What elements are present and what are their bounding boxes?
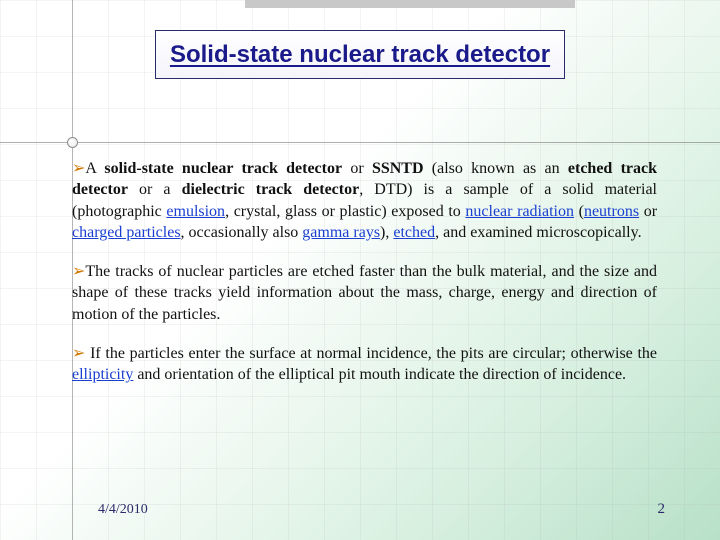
link-neutrons[interactable]: neutrons: [584, 203, 639, 220]
p1-seg2: or: [342, 160, 372, 177]
crosshair-horizontal: [0, 142, 720, 143]
slide-title: Solid-state nuclear track detector: [168, 41, 552, 70]
p1-seg3: (also known as an: [424, 160, 568, 177]
p1-seg8: or: [639, 203, 657, 220]
p1-bold4: dielectric track detector: [182, 181, 360, 198]
link-gamma-rays[interactable]: gamma rays: [302, 224, 380, 241]
crosshair-center-icon: [67, 137, 78, 148]
bullet-icon: ➢: [72, 263, 85, 280]
paragraph-2: ➢The tracks of nuclear particles are etc…: [72, 261, 657, 325]
paragraph-3: ➢ If the particles enter the surface at …: [72, 343, 657, 386]
p1-bold2: SSNTD: [372, 160, 424, 177]
p1-seg7: (: [574, 203, 584, 220]
link-nuclear-radiation[interactable]: nuclear radiation: [465, 203, 574, 220]
paragraph-1: ➢A solid-state nuclear track detector or…: [72, 158, 657, 243]
bullet-icon: ➢: [72, 345, 85, 362]
top-strip-decoration: [245, 0, 575, 8]
p1-seg9: , occasionally also: [181, 224, 303, 241]
p1-seg4: or a: [128, 181, 182, 198]
p3-seg1: If the particles enter the surface at no…: [85, 345, 657, 362]
link-ellipticity[interactable]: ellipticity: [72, 366, 133, 383]
p1-seg10: ),: [380, 224, 393, 241]
p1-seg11: , and examined microscopically.: [435, 224, 641, 241]
footer-date: 4/4/2010: [98, 502, 148, 518]
bullet-icon: ➢: [72, 160, 85, 177]
link-charged-particles[interactable]: charged particles: [72, 224, 181, 241]
link-etched[interactable]: etched: [393, 224, 435, 241]
p1-seg1: A: [85, 160, 104, 177]
title-box: Solid-state nuclear track detector: [155, 30, 565, 79]
footer-page-number: 2: [658, 501, 666, 518]
slide-body: ➢A solid-state nuclear track detector or…: [72, 158, 657, 399]
p2-text: The tracks of nuclear particles are etch…: [72, 263, 657, 323]
p3-seg2: and orientation of the elliptical pit mo…: [133, 366, 626, 383]
p1-seg6: , crystal, glass or plastic) exposed to: [225, 203, 465, 220]
p1-bold1: solid-state nuclear track detector: [104, 160, 342, 177]
link-emulsion[interactable]: emulsion: [166, 203, 225, 220]
